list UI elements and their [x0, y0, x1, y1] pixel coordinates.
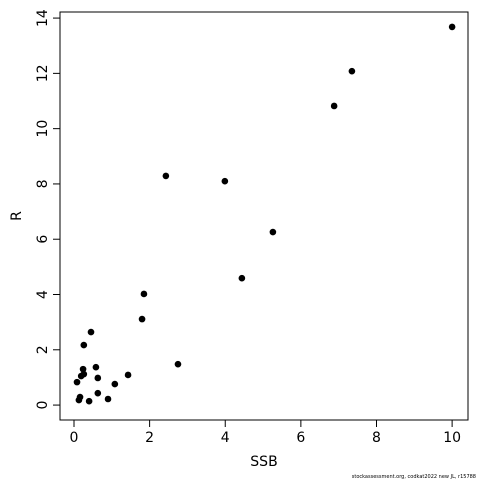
y-tick-label: 10 — [35, 120, 51, 138]
point — [138, 315, 146, 323]
point — [348, 67, 356, 75]
point — [77, 372, 85, 380]
plot-box — [59, 11, 469, 421]
point — [162, 172, 170, 180]
point — [87, 328, 95, 336]
point — [238, 274, 246, 282]
y-tick-label: 4 — [35, 290, 51, 299]
y-axis-label: R — [9, 211, 25, 221]
x-tick-label: 8 — [372, 430, 381, 446]
point — [448, 23, 456, 31]
point — [79, 365, 87, 373]
y-tick-label: 2 — [35, 345, 51, 354]
point — [124, 371, 132, 379]
y-tick-label: 12 — [35, 64, 51, 82]
y-tick-label: 6 — [35, 235, 51, 244]
point — [73, 378, 81, 386]
y-tick-label: 8 — [35, 179, 51, 188]
point — [85, 397, 93, 405]
point — [94, 374, 102, 382]
x-tick-label: 6 — [296, 430, 305, 446]
x-tick-label: 0 — [70, 430, 79, 446]
x-tick-label: 10 — [443, 430, 461, 446]
point — [140, 290, 148, 298]
point — [330, 102, 338, 110]
x-tick-label: 4 — [221, 430, 230, 446]
x-axis-label: SSB — [250, 454, 277, 470]
y-tick-label: 14 — [35, 9, 51, 27]
point — [111, 380, 119, 388]
point — [174, 360, 182, 368]
point — [269, 228, 277, 236]
point — [92, 363, 100, 371]
point — [104, 395, 112, 403]
footer: stockassessment.org, codkat2022 new JL, … — [352, 474, 476, 480]
point — [94, 389, 102, 397]
point — [80, 341, 88, 349]
y-tick-label: 0 — [35, 401, 51, 410]
point — [75, 396, 83, 404]
point — [221, 177, 229, 185]
x-tick-label: 2 — [145, 430, 154, 446]
